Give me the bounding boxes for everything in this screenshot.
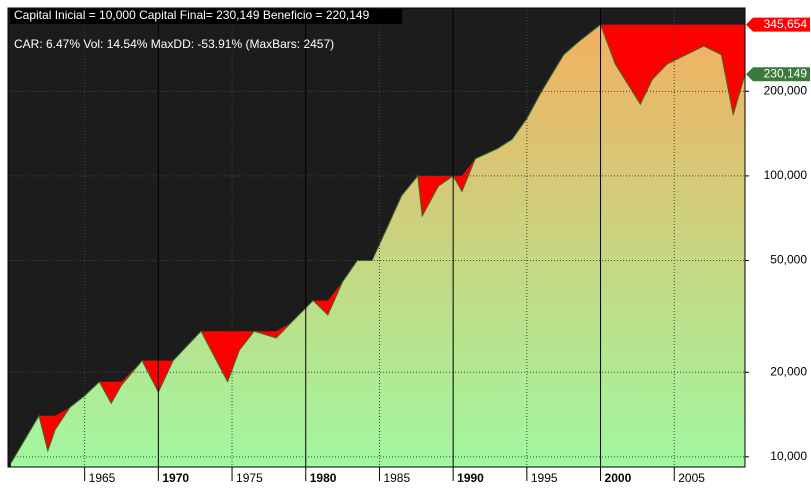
x-tick-label: 1990: [457, 471, 484, 485]
x-tick-label: 1995: [531, 471, 558, 485]
x-tick-label: 1970: [162, 471, 189, 485]
y-tick-label: 10,000: [770, 449, 807, 463]
annotation-marker: [746, 67, 810, 82]
y-tick-label: 200,000: [764, 84, 808, 98]
equity-line: [10, 23, 746, 464]
plot-frame: [7, 7, 746, 468]
y-tick-label: 50,000: [770, 253, 807, 267]
chart-subtitle: CAR: 6.47% Vol: 14.54% MaxDD: -53.91% (M…: [14, 37, 334, 51]
x-tick-label: 1980: [310, 471, 337, 485]
title-box: [10, 9, 402, 24]
annotation-label: 230,149: [764, 66, 808, 80]
y-tick-label: 100,000: [764, 168, 808, 182]
x-tick-label: 1985: [383, 471, 410, 485]
annotation-label: 345,654: [764, 17, 808, 31]
y-tick-label: 20,000: [770, 364, 807, 378]
annotation-marker: [746, 17, 810, 32]
x-tick-label: 2005: [678, 471, 705, 485]
x-tick-label: 1965: [89, 471, 116, 485]
equity-area: [10, 24, 746, 467]
x-tick-label: 1975: [236, 471, 263, 485]
x-tick-label: 2000: [605, 471, 632, 485]
chart-title: Capital Inicial = 10,000 Capital Final= …: [14, 8, 370, 22]
